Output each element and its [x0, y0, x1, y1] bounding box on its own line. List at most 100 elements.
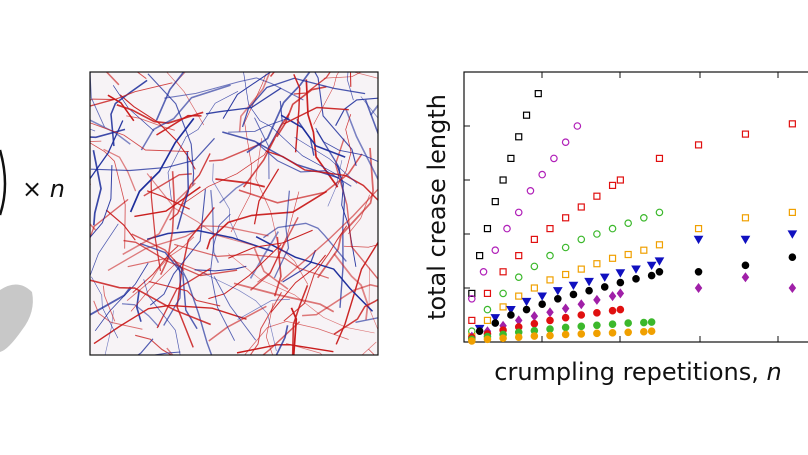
crease: [146, 173, 254, 246]
point: [526, 187, 535, 195]
crease: [343, 244, 378, 248]
point: [694, 283, 703, 293]
point: [537, 292, 548, 301]
crease: [261, 321, 301, 355]
point: [788, 283, 797, 293]
point: [655, 241, 664, 249]
point: [554, 294, 562, 303]
crease: [255, 138, 309, 285]
point: [624, 250, 632, 259]
crease: [93, 304, 247, 345]
crease: [122, 182, 196, 256]
crease: [244, 320, 349, 355]
crease: [90, 82, 173, 101]
point: [530, 332, 539, 340]
point: [491, 246, 500, 255]
point: [499, 176, 507, 184]
crease: [335, 97, 378, 126]
point: [608, 224, 617, 233]
crease: [241, 77, 366, 128]
point: [468, 337, 476, 345]
crease: [110, 79, 148, 147]
crease: [105, 209, 136, 241]
crease: [276, 85, 327, 138]
point: [483, 316, 492, 324]
crease: [93, 300, 143, 330]
point: [514, 273, 523, 282]
point: [530, 284, 538, 292]
crease: [243, 72, 341, 177]
crease: [174, 243, 329, 279]
crease: [146, 190, 190, 210]
point: [624, 219, 632, 228]
point: [787, 230, 798, 239]
point: [521, 297, 532, 307]
crease: [344, 107, 378, 182]
crease: [228, 117, 290, 133]
point: [640, 246, 648, 254]
crease: [146, 229, 274, 253]
crease: [333, 298, 378, 335]
point: [655, 267, 664, 276]
bracket: [0, 149, 7, 216]
crease: [135, 289, 142, 322]
crease: [149, 189, 206, 306]
point: [562, 214, 570, 222]
point: [615, 269, 626, 278]
point: [640, 327, 648, 336]
point: [608, 320, 617, 328]
point: [499, 334, 507, 343]
crease: [209, 142, 262, 162]
crease: [104, 72, 106, 73]
crease: [233, 282, 335, 313]
point: [514, 333, 523, 341]
point: [577, 235, 586, 244]
crease: [176, 151, 190, 230]
point: [624, 319, 632, 327]
crease: [130, 263, 176, 312]
crease: [313, 72, 340, 125]
point: [694, 225, 703, 233]
crease: [265, 303, 274, 355]
point: [631, 265, 641, 274]
x-label-text: crumpling repetitions,: [494, 358, 759, 386]
point: [561, 138, 570, 147]
crease: [213, 276, 257, 341]
crease: [314, 72, 357, 167]
crease: [368, 267, 378, 331]
crease: [90, 198, 129, 240]
crease: [283, 106, 349, 125]
point: [608, 291, 617, 302]
times-sign: ×: [22, 175, 42, 203]
crease: [256, 142, 352, 187]
point: [741, 261, 750, 270]
point: [515, 133, 523, 141]
crease: [265, 150, 378, 202]
point: [562, 270, 570, 279]
crease: [364, 99, 378, 136]
crease: [104, 310, 114, 355]
crease: [290, 307, 298, 355]
point: [561, 303, 570, 314]
point: [491, 319, 500, 327]
crease: [212, 163, 239, 241]
crease: [219, 180, 248, 204]
point: [616, 288, 625, 299]
crease: [136, 72, 147, 80]
point: [499, 268, 507, 276]
crease: [107, 94, 135, 122]
point: [561, 323, 570, 332]
crease: [169, 153, 211, 221]
crease: [131, 233, 185, 271]
crease: [333, 253, 369, 320]
crease: [135, 334, 173, 355]
crease: [172, 72, 186, 87]
point: [647, 327, 656, 336]
crease: [127, 257, 208, 275]
crease: [285, 341, 377, 355]
point: [546, 331, 554, 340]
crease: [346, 72, 354, 101]
crease: [90, 279, 212, 326]
point: [468, 289, 476, 297]
crease: [202, 272, 277, 352]
